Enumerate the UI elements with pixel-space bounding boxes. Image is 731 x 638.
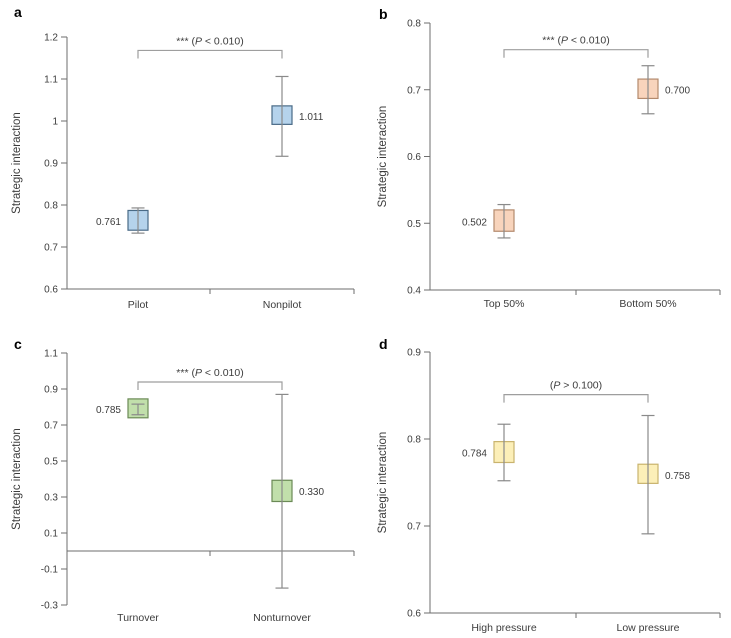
value-label: 0.785 [96, 405, 121, 416]
value-label: 0.700 [665, 85, 690, 96]
category-label: Bottom 50% [619, 298, 676, 310]
y-tick-label: 0.8 [44, 201, 58, 212]
significance-text: (P > 0.100) [550, 380, 602, 392]
category-label: Pilot [128, 299, 149, 311]
category-label: Low pressure [616, 622, 679, 634]
panel-a: a 0.6 0.7 0.8 0.9 1 1.1 1.2 0.761 Pilot 1.011 Nonp… [0, 0, 365, 320]
panel-c-chart: -0.3 -0.1 0.1 0.3 0.5 0.7 0.9 1.1 0.785 Turnover 0… [11, 349, 355, 624]
y-tick-label: 0.7 [407, 85, 421, 96]
y-axis-title: Strategic interaction [11, 112, 23, 214]
y-tick-label: 0.8 [407, 19, 421, 30]
significance-text: *** (P < 0.010) [176, 367, 243, 379]
y-tick-label: 0.8 [407, 435, 421, 446]
y-tick-label: -0.3 [41, 601, 59, 612]
value-label: 0.330 [299, 487, 324, 498]
significance-bracket [137, 381, 283, 390]
panel-b-letter: b [379, 6, 388, 22]
y-axis-title: Strategic interaction [377, 432, 389, 534]
y-axis-title: Strategic interaction [377, 106, 389, 208]
significance-bracket [503, 49, 649, 58]
category-label: High pressure [471, 622, 537, 634]
panel-d-chart: 0.6 0.7 0.8 0.9 0.784 High pressure 0.758 Low p… [377, 348, 721, 634]
y-tick-label: 1.2 [44, 33, 58, 44]
y-tick-label: 0.9 [407, 348, 421, 359]
y-axis-title: Strategic interaction [11, 428, 23, 530]
y-tick-label: 0.5 [44, 457, 58, 468]
significance-text: *** (P < 0.010) [542, 35, 609, 47]
y-tick-label: 0.6 [407, 152, 421, 163]
value-label: 1.011 [299, 112, 324, 123]
panel-c: c -0.3 -0.1 0.1 0.3 0.5 0.7 0.9 1.1 0.785 Turnove… [0, 320, 365, 638]
category-label: Nonpilot [263, 299, 302, 311]
value-label: 0.761 [96, 217, 121, 228]
significance-bracket [503, 394, 649, 403]
category-label: Turnover [117, 612, 159, 624]
panel-a-letter: a [14, 4, 22, 20]
y-tick-label: 1.1 [44, 75, 58, 86]
category-label: Nonturnover [253, 612, 311, 624]
y-tick-label: 0.1 [44, 529, 58, 540]
panel-c-letter: c [14, 336, 22, 352]
y-tick-label: 0.9 [44, 385, 58, 396]
y-tick-label: 0.6 [44, 285, 58, 296]
value-label: 0.784 [462, 448, 487, 459]
panel-b: b 0.4 0.5 0.6 0.7 0.8 0.502 Top 50% 0.700 Bottom… [366, 0, 731, 320]
y-tick-label: 1.1 [44, 349, 58, 360]
significance-text: *** (P < 0.010) [176, 35, 243, 47]
significance-bracket [137, 49, 283, 59]
y-tick-label: 1 [52, 117, 58, 128]
category-label: Top 50% [484, 298, 525, 310]
y-tick-label: 0.7 [44, 243, 58, 254]
y-tick-label: -0.1 [41, 565, 59, 576]
panel-d-letter: d [379, 336, 388, 352]
y-tick-label: 0.9 [44, 159, 58, 170]
y-tick-label: 0.7 [407, 522, 421, 533]
y-tick-label: 0.3 [44, 493, 58, 504]
value-label: 0.502 [462, 217, 487, 228]
panel-d: d 0.6 0.7 0.8 0.9 0.784 High pressure 0.758 Low… [366, 320, 731, 638]
panel-a-chart: 0.6 0.7 0.8 0.9 1 1.1 1.2 0.761 Pilot 1.011 Nonpil… [11, 33, 355, 311]
y-tick-label: 0.4 [407, 286, 421, 297]
y-tick-label: 0.7 [44, 421, 58, 432]
panel-b-chart: 0.4 0.5 0.6 0.7 0.8 0.502 Top 50% 0.700 Bottom 5… [377, 19, 721, 310]
y-tick-label: 0.5 [407, 219, 421, 230]
y-tick-label: 0.6 [407, 609, 421, 620]
value-label: 0.758 [665, 471, 690, 482]
